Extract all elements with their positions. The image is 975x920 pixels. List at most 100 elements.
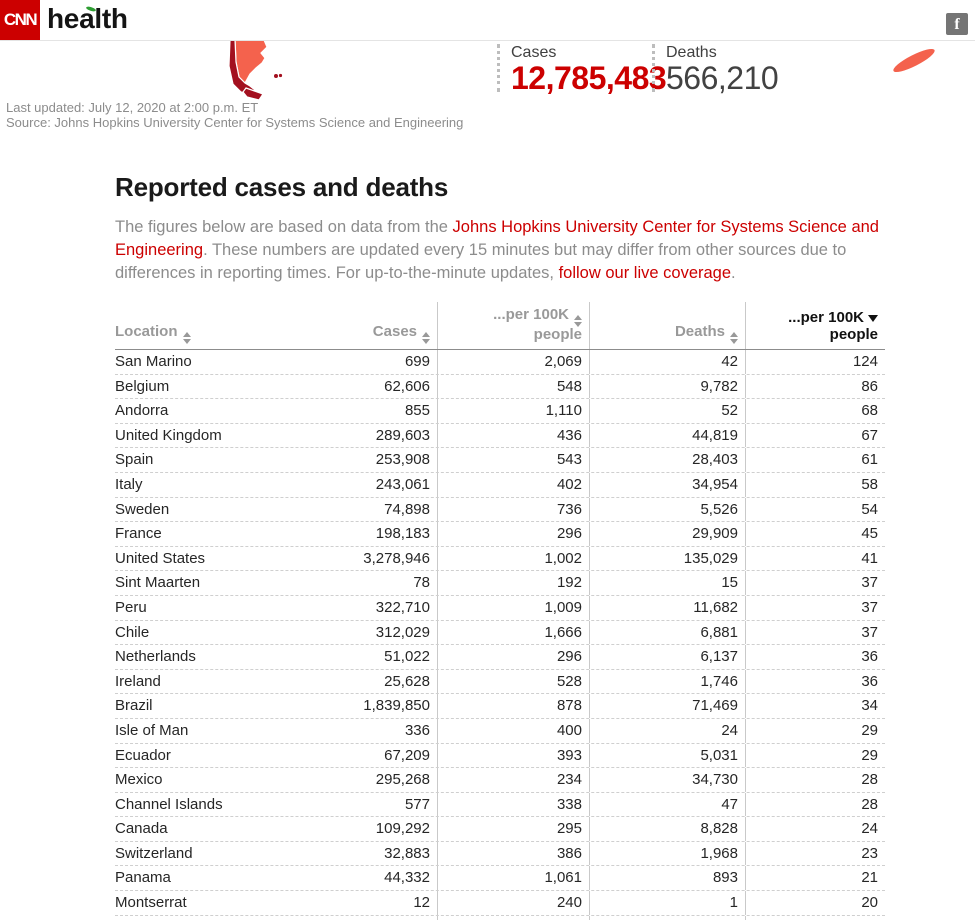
location-cell: Ireland xyxy=(115,672,161,690)
location-cell: United Kingdom xyxy=(115,426,222,444)
sort-arrows-icon[interactable] xyxy=(182,332,191,344)
value-cell: 295 xyxy=(437,817,590,841)
value-cell: 198,183 xyxy=(375,525,430,543)
value-cell: 855 xyxy=(404,402,430,420)
value-cell: 402 xyxy=(437,472,590,497)
map-tierra-del-fuego-shape xyxy=(242,87,264,101)
value-cell: 15 xyxy=(721,574,738,592)
value-cell: 1,746 xyxy=(700,672,738,690)
value-cell: 243,061 xyxy=(375,475,430,493)
value-cell xyxy=(590,916,745,920)
cases-label: Cases xyxy=(511,44,557,61)
location-cell: Isle of Man xyxy=(115,721,189,739)
cnn-logo[interactable]: CNN xyxy=(0,0,40,40)
value-cell: 36 xyxy=(745,645,885,669)
table-row: Chile 312,029 1,666 6,881 37 xyxy=(115,620,885,646)
table-row: Sint Maarten 78 192 15 37 xyxy=(115,571,885,596)
value-cell: 1 xyxy=(729,894,738,912)
section-title: Reported cases and deaths xyxy=(115,172,449,202)
location-cell: Ecuador xyxy=(115,746,171,764)
intro-paragraph: The figures below are based on data from… xyxy=(115,216,887,285)
table-row: Mexico 295,268 234 34,730 28 xyxy=(115,768,885,793)
intro-text: . These numbers are updated every 15 min… xyxy=(115,241,847,282)
value-cell: 436 xyxy=(437,423,590,448)
column-label: Cases xyxy=(372,323,417,340)
value-cell: 5,031 xyxy=(700,746,738,764)
value-cell: 24 xyxy=(721,721,738,739)
column-header-deaths_per_100k[interactable]: ...per 100K people xyxy=(745,302,885,349)
column-header-cases_per_100k[interactable]: ...per 100K people xyxy=(437,302,590,349)
location-cell: Sint Maarten xyxy=(115,574,201,592)
value-cell: 29 xyxy=(745,743,885,768)
column-label: Location xyxy=(115,323,178,340)
value-cell: 135,029 xyxy=(683,549,738,567)
value-cell: 400 xyxy=(437,718,590,743)
value-cell: 67 xyxy=(745,423,885,448)
table-row: Montserrat 12 240 1 20 xyxy=(115,891,885,916)
sort-desc-icon[interactable] xyxy=(868,315,878,322)
table-header-row: Location Cases ...per 100K people Deaths ...p… xyxy=(115,302,885,350)
value-cell: 37 xyxy=(745,620,885,645)
sort-arrows-icon[interactable] xyxy=(730,332,738,344)
table-row: Brazil 1,839,850 878 71,469 34 xyxy=(115,694,885,719)
value-cell: 3,278,946 xyxy=(363,549,430,567)
facebook-share-icon[interactable]: f xyxy=(946,13,968,35)
column-label-line2: people xyxy=(533,326,582,343)
value-cell: 5,526 xyxy=(700,500,738,518)
location-cell xyxy=(115,916,285,920)
value-cell: 9,782 xyxy=(700,377,738,395)
value-cell: 23 xyxy=(745,841,885,866)
value-cell: 32,883 xyxy=(384,844,430,862)
value-cell: 12 xyxy=(413,894,430,912)
value-cell: 8,828 xyxy=(700,820,738,838)
value-cell: 25,628 xyxy=(384,672,430,690)
value-cell: 54 xyxy=(745,497,885,522)
value-cell: 6,137 xyxy=(700,648,738,666)
table-row: United States 3,278,946 1,002 135,029 41 xyxy=(115,546,885,572)
value-cell: 29 xyxy=(745,718,885,743)
location-cell: Canada xyxy=(115,820,168,838)
value-cell xyxy=(437,915,590,920)
deaths-value: 566,210 xyxy=(666,60,779,96)
value-cell: 28 xyxy=(745,768,885,792)
table-row: Isle of Man 336 400 24 29 xyxy=(115,718,885,744)
map-falkland-dot xyxy=(274,74,278,78)
value-cell: 68 xyxy=(745,399,885,423)
column-header-location[interactable]: Location xyxy=(115,302,285,349)
value-cell: 44,332 xyxy=(384,869,430,887)
value-cell: 312,029 xyxy=(375,623,430,641)
sort-arrows-icon[interactable] xyxy=(422,332,430,344)
column-header-deaths[interactable]: Deaths xyxy=(590,302,745,349)
sort-arrows-icon[interactable] xyxy=(574,315,582,327)
location-cell: Peru xyxy=(115,598,147,616)
cnn-logo-text: CNN xyxy=(3,10,38,29)
value-cell: 20 xyxy=(745,891,885,915)
live-coverage-link[interactable]: follow our live coverage xyxy=(558,264,732,282)
value-cell: 699 xyxy=(404,353,430,370)
table-row: United Kingdom 289,603 436 44,819 67 xyxy=(115,423,885,449)
value-cell: 1,061 xyxy=(437,866,590,891)
value-cell: 253,908 xyxy=(375,451,430,469)
table-row: Channel Islands 577 338 47 28 xyxy=(115,792,885,818)
jhu-link[interactable]: Johns Hopkins University Center for Syst… xyxy=(115,218,879,259)
column-header-cases[interactable]: Cases xyxy=(285,302,437,349)
location-cell: United States xyxy=(115,549,206,567)
location-cell: Montserrat xyxy=(115,894,187,912)
value-cell: 78 xyxy=(413,574,430,592)
value-cell: 74,898 xyxy=(384,500,430,518)
value-cell: 393 xyxy=(437,743,590,768)
intro-text: . xyxy=(731,264,736,282)
value-cell: 71,469 xyxy=(692,697,738,715)
value-cell: 240 xyxy=(437,891,590,915)
cases-summary: Cases 12,785,483 xyxy=(497,44,667,94)
value-cell: 1,839,850 xyxy=(363,697,430,715)
meta-block: Last updated: July 12, 2020 at 2:00 p.m.… xyxy=(6,100,463,130)
value-cell: 29,909 xyxy=(692,525,738,543)
value-cell: 24 xyxy=(745,817,885,841)
value-cell: 736 xyxy=(437,497,590,522)
cases-deaths-table: Location Cases ...per 100K people Deaths ...p… xyxy=(115,302,885,920)
location-cell: Andorra xyxy=(115,402,169,420)
value-cell: 528 xyxy=(437,669,590,694)
value-cell: 58 xyxy=(745,472,885,497)
